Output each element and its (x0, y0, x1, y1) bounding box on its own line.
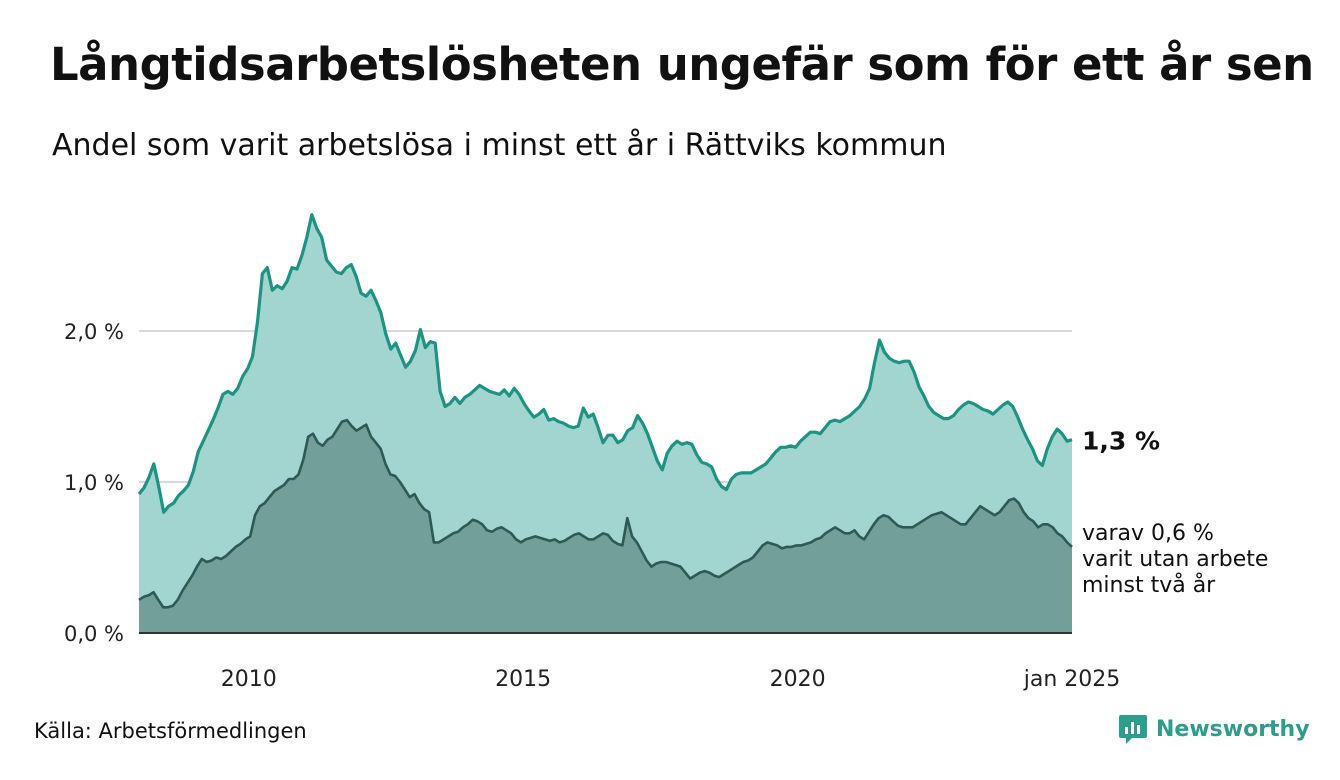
x-tick-label: 2020 (770, 667, 826, 692)
brand-logo: Newsworthy (1118, 713, 1310, 745)
area-chart: 0,0 % 1,0 % 2,0 % 2010 2015 2020 jan 2025 1,3 %… (64, 213, 1268, 692)
brand-name: Newsworthy (1156, 716, 1310, 742)
chart-subtitle: Andel som varit arbetslösa i minst ett å… (52, 128, 947, 163)
end-annotation-line: minst två år (1082, 572, 1216, 598)
series-line-2 (138, 418, 1073, 609)
end-annotation-line: varav 0,6 % (1082, 521, 1214, 546)
x-tick-label: jan 2025 (1023, 667, 1121, 692)
end-annotation-line: varit utan arbete (1082, 547, 1268, 572)
end-value-label: 1,3 % (1082, 427, 1160, 456)
x-tick-label: 2015 (495, 667, 551, 692)
newsworthy-logo-icon (1119, 715, 1147, 744)
series-area-2 (139, 420, 1072, 633)
series-line-1 (137, 213, 1073, 514)
y-tick-label: 0,0 % (64, 622, 124, 646)
chart-title: Långtidsarbetslösheten ungefär som för e… (50, 38, 1314, 91)
y-tick-label: 1,0 % (64, 471, 124, 495)
y-tick-label: 2,0 % (64, 320, 124, 344)
source-note: Källa: Arbetsförmedlingen (34, 719, 307, 743)
x-tick-label: 2010 (221, 667, 277, 692)
